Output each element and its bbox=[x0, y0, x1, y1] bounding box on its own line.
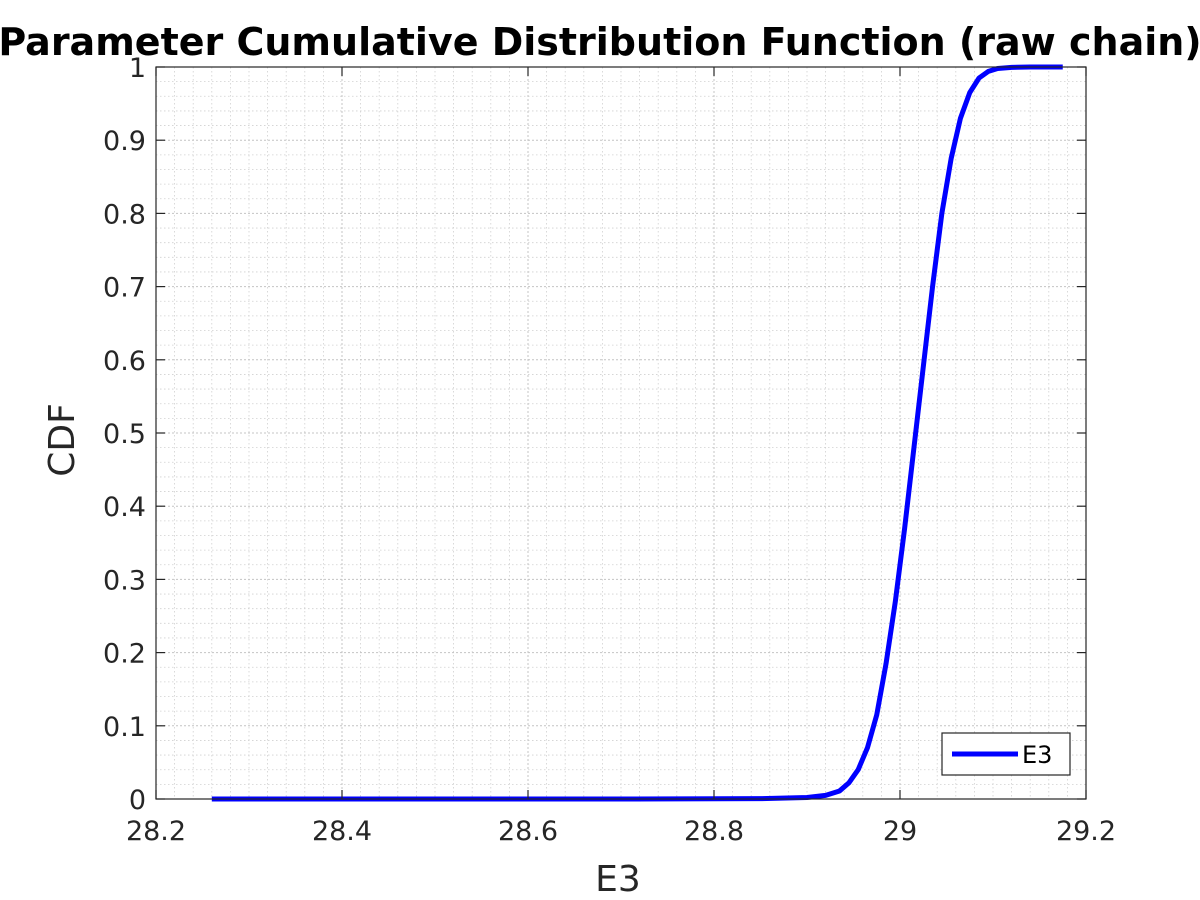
minor-grid bbox=[156, 67, 1086, 799]
y-axis-label: CDF bbox=[42, 403, 83, 477]
y-tick-label: 0.5 bbox=[103, 419, 146, 450]
y-tick-label: 1 bbox=[129, 53, 146, 84]
legend-entry-e3: E3 bbox=[1022, 741, 1052, 769]
y-tick-label: 0 bbox=[129, 785, 146, 816]
x-tick-label: 28.4 bbox=[312, 816, 372, 847]
x-tick-label: 28.2 bbox=[126, 816, 186, 847]
y-tick-label: 0.1 bbox=[103, 712, 146, 743]
series-line-e3 bbox=[211, 64, 1063, 802]
x-tick-label: 28.8 bbox=[684, 816, 744, 847]
y-tick-label: 0.6 bbox=[103, 346, 146, 377]
x-axis-label: E3 bbox=[595, 859, 641, 900]
y-tick-label: 0.9 bbox=[103, 126, 146, 157]
series-layer bbox=[211, 64, 1063, 802]
x-tick-labels: 28.2 28.4 28.6 28.8 29 29.2 bbox=[126, 816, 1116, 847]
y-tick-label: 0.4 bbox=[103, 492, 146, 523]
chart-title: Parameter Cumulative Distribution Functi… bbox=[0, 20, 1200, 64]
y-tick-label: 0.8 bbox=[103, 199, 146, 230]
x-tick-label: 29.2 bbox=[1056, 816, 1116, 847]
x-tick-label: 29 bbox=[883, 816, 917, 847]
y-tick-labels: 0 0.1 0.2 0.3 0.4 0.5 0.6 0.7 0.8 0.9 1 bbox=[103, 53, 146, 816]
y-tick-label: 0.3 bbox=[103, 565, 146, 596]
x-tick-label: 28.6 bbox=[498, 816, 558, 847]
legend: E3 bbox=[941, 732, 1071, 776]
tick-marks bbox=[155, 66, 1087, 800]
y-tick-label: 0.2 bbox=[103, 639, 146, 670]
y-tick-label: 0.7 bbox=[103, 273, 146, 304]
